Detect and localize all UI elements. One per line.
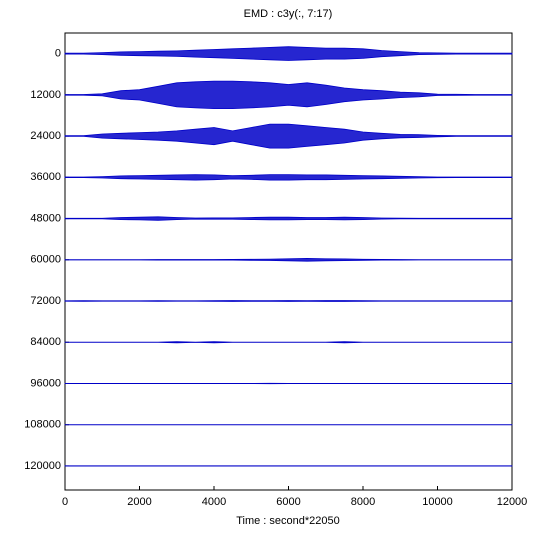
- y-tick-label: 84000: [30, 336, 61, 348]
- y-tick-label: 96000: [30, 377, 61, 389]
- y-tick-label: 72000: [30, 295, 61, 307]
- x-tick-label: 10000: [422, 496, 453, 508]
- x-tick-label: 4000: [202, 496, 226, 508]
- trace-envelope: [65, 258, 512, 261]
- chart-title: EMD : c3y(:, 7:17): [244, 8, 333, 20]
- x-tick-label: 0: [62, 496, 68, 508]
- x-tick-label: 2000: [127, 496, 151, 508]
- trace-envelope: [65, 301, 512, 302]
- y-tick-label: 12000: [30, 89, 61, 101]
- y-tick-label: 60000: [30, 254, 61, 266]
- x-tick-label: 6000: [276, 496, 300, 508]
- trace-envelope: [65, 342, 512, 343]
- y-tick-label: 120000: [24, 460, 61, 472]
- trace-envelope: [65, 81, 512, 109]
- y-tick-label: 24000: [30, 130, 61, 142]
- trace-envelope: [65, 47, 512, 61]
- y-tick-label: 108000: [24, 419, 61, 431]
- x-axis-label: Time : second*22050: [236, 515, 340, 527]
- y-tick-label: 48000: [30, 212, 61, 224]
- x-tick-label: 12000: [497, 496, 528, 508]
- trace-envelope: [65, 124, 512, 148]
- y-tick-label: 0: [55, 48, 61, 60]
- x-tick-label: 8000: [351, 496, 375, 508]
- trace-envelope: [65, 217, 512, 221]
- trace-envelope: [65, 175, 512, 181]
- y-tick-label: 36000: [30, 171, 61, 183]
